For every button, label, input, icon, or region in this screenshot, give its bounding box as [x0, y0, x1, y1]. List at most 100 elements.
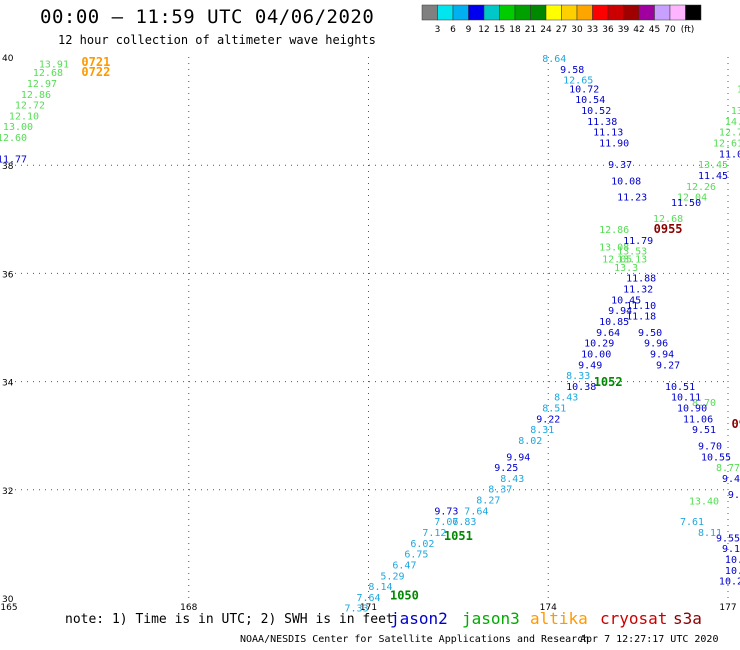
swh-label: 10.38	[566, 382, 596, 393]
swh-label: 12.60	[0, 133, 27, 144]
swh-label: 13.13	[617, 254, 647, 265]
swh-label: 10.72	[569, 84, 599, 95]
swh-label: 0722	[81, 65, 110, 79]
swh-label: 12.05	[602, 254, 632, 265]
swh-label: 10.90	[677, 404, 707, 415]
swh-label: 11.77	[0, 155, 27, 166]
swh-label: 10.08	[611, 176, 641, 187]
credit-text: NOAA/NESDIS Center for Satellite Applica…	[240, 634, 590, 645]
mission-cryosat: cryosat	[600, 609, 668, 628]
swh-label: 8.14	[368, 582, 392, 593]
swh-label: 13.91	[39, 59, 69, 70]
swh-label: 8.43	[500, 474, 524, 485]
swh-label: 7.06	[434, 517, 458, 528]
swh-label: 7.64	[356, 593, 380, 604]
swh-label: 9.20	[728, 490, 740, 501]
y-tick-label: 34	[2, 379, 14, 389]
swh-label: 5.29	[380, 571, 404, 582]
swh-label: 11.90	[599, 138, 629, 149]
swh-label: 8.37	[488, 485, 512, 496]
swh-label: 12.97	[27, 79, 57, 90]
swh-label: 10.51	[665, 382, 695, 393]
swh-label: 9.37	[608, 160, 632, 171]
swh-label: 11.50	[671, 198, 701, 209]
y-tick-label: 32	[2, 487, 13, 497]
swh-label: 10.85	[599, 317, 629, 328]
swh-label: 10.07	[725, 566, 740, 577]
swh-label: 10.12	[725, 555, 740, 566]
colorbar-tick: 36	[602, 25, 614, 35]
swh-label: 0721	[81, 55, 110, 69]
swh-label: 7.61	[680, 517, 704, 528]
swh-label: 1050	[390, 588, 419, 602]
swh-colorbar: 3 6 9 12 15 18 21 24 27 30 33 36 39 42 45 70 (ft)	[421, 4, 702, 35]
colorbar-tick: 9	[466, 25, 472, 35]
swh-label: 7.83	[452, 517, 476, 528]
swh-label: 6.75	[404, 550, 428, 561]
colorbar-tick: 27	[556, 25, 567, 35]
swh-label: 8.43	[554, 393, 578, 404]
swh-label: 12.68	[653, 214, 683, 225]
swh-label: 12.61	[713, 138, 740, 149]
swh-label: 8.64	[542, 54, 566, 65]
swh-label: 13.00	[3, 122, 33, 133]
swh-label: 12.26	[686, 182, 716, 193]
swh-label: 12.45	[737, 84, 740, 95]
colorbar-swatch	[685, 4, 702, 21]
chart-title: 00:00 – 11:59 UTC 04/06/2020	[40, 6, 375, 28]
swh-label: 14.24	[725, 117, 740, 128]
swh-label: 9.96	[644, 339, 668, 350]
swh-label: 9.25	[494, 463, 518, 474]
x-tick-label: 177	[719, 603, 736, 613]
swh-label: 11.23	[617, 193, 647, 204]
swh-label: 9.50	[638, 328, 662, 339]
swh-label: 12.72	[15, 101, 45, 112]
swh-label: 9.70	[698, 441, 722, 452]
swh-label: 9.51	[692, 425, 716, 436]
colorbar-unit: (ft)	[681, 25, 695, 35]
y-tick-label: 40	[2, 54, 14, 64]
swh-label: 0955	[654, 222, 683, 236]
mission-jason2: jason2	[390, 609, 448, 628]
swh-label: 10.00	[581, 349, 611, 360]
swh-label: 11.06	[683, 414, 713, 425]
swh-label: 10.27	[719, 577, 740, 588]
swh-label: 10.29	[584, 339, 614, 350]
swh-label: 13.79	[731, 106, 740, 117]
colorbar-tick: 21	[525, 25, 536, 35]
swh-label: 13.08	[599, 242, 629, 253]
colorbar-tick: 18	[509, 25, 521, 35]
timestamp-text: Apr 7 12:27:17 UTC 2020	[580, 634, 719, 645]
swh-label: 6.47	[392, 560, 416, 571]
swh-label: 11.18	[626, 312, 656, 323]
swh-label: 11.88	[626, 274, 656, 285]
swh-label: 12.68	[33, 68, 63, 79]
swh-label: 9.55	[716, 533, 740, 544]
swh-label: 0954	[732, 417, 740, 431]
swh-label: 8.11	[698, 528, 722, 539]
swh-label: 9.43	[722, 474, 740, 485]
y-tick-label: 38	[2, 162, 14, 172]
swh-label: 1051	[444, 529, 473, 543]
swh-label: 10.54	[575, 95, 605, 106]
swh-label: 9.64	[596, 328, 620, 339]
swh-label: 9.18	[722, 544, 740, 555]
swh-label: 10.11	[671, 393, 701, 404]
swh-label: 7.33	[344, 604, 368, 615]
swh-label: 12.86	[21, 90, 51, 101]
swh-label: 11.10	[626, 301, 656, 312]
swh-label: 7.64	[464, 506, 488, 517]
swh-label: 9.58	[560, 65, 584, 76]
mission-s3a: s3a	[673, 609, 702, 628]
swh-label: 13.45	[698, 160, 728, 171]
colorbar-tick: 30	[571, 25, 583, 35]
colorbar-tick: 39	[618, 25, 630, 35]
y-tick-label: 36	[2, 270, 14, 280]
colorbar-tick: 33	[587, 25, 598, 35]
swh-label: 8.02	[518, 436, 542, 447]
colorbar-tick: 45	[649, 25, 660, 35]
colorbar-tick: 70	[664, 25, 676, 35]
x-tick-label: 165	[0, 603, 17, 613]
colorbar-tick: 24	[540, 25, 552, 35]
